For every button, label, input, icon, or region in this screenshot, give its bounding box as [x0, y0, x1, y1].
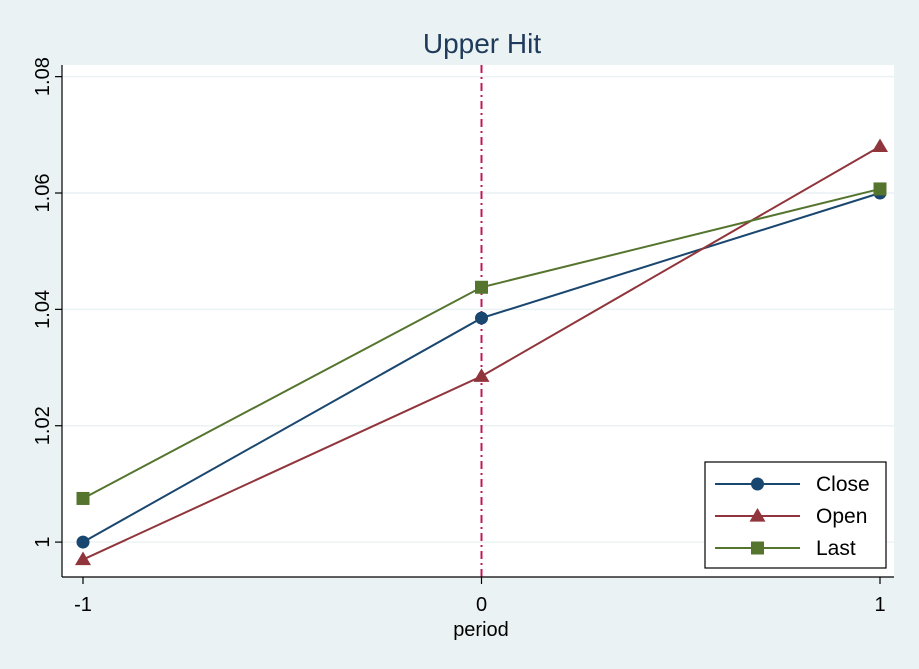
- data-point-open: [473, 368, 490, 382]
- legend-marker-last: [751, 541, 764, 555]
- data-point-open: [872, 138, 888, 153]
- x-tick-label: 1: [874, 594, 885, 616]
- legend-label-last: Last: [816, 537, 856, 560]
- data-point-close: [76, 535, 90, 549]
- y-tick-label: 1.06: [32, 174, 54, 213]
- x-tick-label: -1: [74, 594, 92, 616]
- data-point-last: [76, 491, 90, 505]
- x-tick-label: 0: [476, 594, 487, 616]
- series-group: [75, 138, 888, 566]
- data-point-close: [475, 311, 488, 325]
- gridlines: [62, 75, 894, 543]
- data-point-open: [75, 551, 91, 566]
- y-tick-label: 1.02: [32, 406, 54, 445]
- y-tick-label: 1: [32, 537, 54, 548]
- legend-label-close: Close: [816, 473, 870, 496]
- y-tick-label: 1.08: [32, 57, 54, 96]
- axes: 1 1.02 1.04 1.06 1.08 -1 0 1: [32, 57, 894, 616]
- series-open: [75, 138, 888, 566]
- x-axis-label: period: [453, 619, 509, 641]
- series-last: [76, 182, 887, 505]
- legend-marker-close: [751, 477, 764, 491]
- chart-title: Upper Hit: [423, 28, 541, 59]
- data-point-last: [475, 280, 488, 294]
- y-tick-label: 1.04: [32, 290, 54, 329]
- data-point-last: [873, 182, 887, 196]
- legend: Close Open Last: [704, 461, 887, 569]
- legend-marker-open: [749, 508, 766, 522]
- legend-label-open: Open: [816, 505, 867, 528]
